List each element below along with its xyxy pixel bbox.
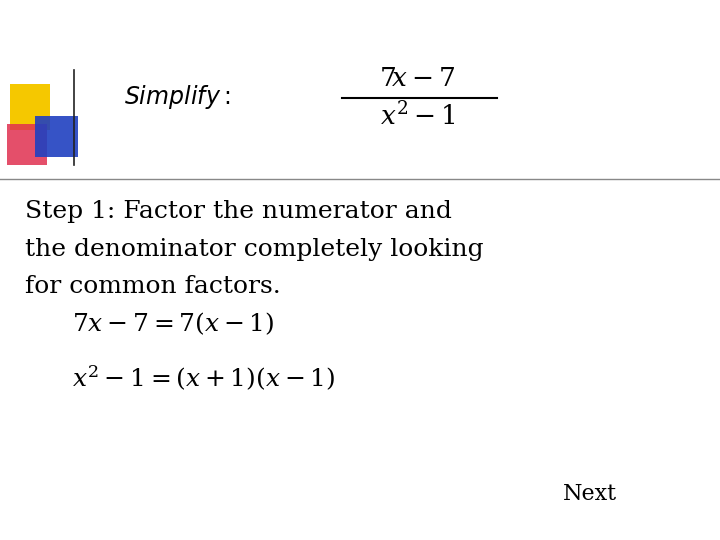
Text: Step 1: Factor the numerator and: Step 1: Factor the numerator and: [25, 200, 452, 223]
Text: $7\mathit{x}-7=7(\mathit{x}-1)$: $7\mathit{x}-7=7(\mathit{x}-1)$: [72, 310, 274, 338]
Text: $\mathit{x}^2-1=(\mathit{x}+1)(\mathit{x}-1)$: $\mathit{x}^2-1=(\mathit{x}+1)(\mathit{x…: [72, 363, 336, 393]
Bar: [10, 84, 50, 130]
Bar: [35, 116, 78, 157]
Text: the denominator completely looking: the denominator completely looking: [25, 238, 484, 261]
Text: $\mathit{Simplify:}$: $\mathit{Simplify:}$: [124, 83, 230, 111]
Bar: [7, 124, 47, 165]
Text: for common factors.: for common factors.: [25, 275, 281, 299]
Text: $7\!\mathit{x}-7$: $7\!\mathit{x}-7$: [379, 66, 456, 91]
Text: Next: Next: [563, 483, 618, 505]
Text: $\mathit{x}^2-1$: $\mathit{x}^2-1$: [380, 102, 455, 130]
